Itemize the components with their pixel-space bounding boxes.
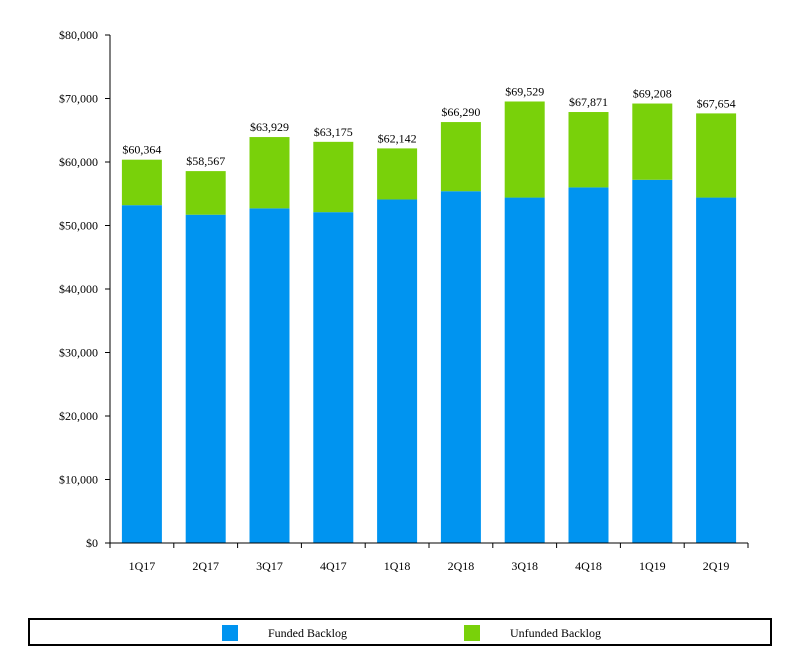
bar-total-label: $67,871	[569, 95, 608, 109]
legend-swatch-unfunded	[464, 625, 480, 641]
bar-segment-funded	[313, 212, 354, 544]
bar-total-label: $63,929	[250, 120, 289, 134]
bar-total-label: $67,654	[697, 96, 736, 110]
y-tick-label: $60,000	[59, 155, 98, 169]
bar-total-label: $69,208	[633, 87, 672, 101]
bar-segment-unfunded	[440, 122, 481, 192]
bar-total-label: $66,290	[441, 105, 480, 119]
y-tick-label: $0	[86, 536, 98, 550]
bar-total-label: $63,175	[314, 125, 353, 139]
legend-label-unfunded: Unfunded Backlog	[510, 625, 601, 640]
y-axis: $0 $10,000 $20,000 $30,000 $40,000 $50,000 $60…	[59, 28, 111, 550]
x-category-label: 1Q19	[639, 559, 666, 573]
x-category-label: 2Q18	[448, 559, 475, 573]
x-category-label: 1Q18	[384, 559, 411, 573]
bar-segment-funded	[632, 179, 673, 543]
bar-segment-unfunded	[313, 141, 354, 213]
bar-segment-funded	[377, 199, 418, 543]
y-tick-label: $10,000	[59, 473, 98, 487]
bar-segment-unfunded	[504, 101, 545, 198]
y-tick-label: $80,000	[59, 28, 98, 42]
bar-segment-funded	[440, 191, 481, 543]
legend-item-unfunded: Unfunded Backlog	[464, 625, 601, 641]
y-tick-label: $20,000	[59, 409, 98, 423]
bar-segment-funded	[568, 187, 609, 543]
bars: $60,364 $58,567 $63,929 $63,175 $62,142 $66,2…	[121, 84, 737, 544]
legend-item-funded: Funded Backlog	[222, 625, 347, 641]
bar-total-label: $60,364	[122, 143, 161, 157]
bar-segment-unfunded	[568, 112, 609, 188]
legend-swatch-funded	[222, 625, 238, 641]
x-axis: 1Q17 2Q17 3Q17 4Q17 1Q18 2Q18 3Q18 4Q18 1Q19 2Q19	[109, 542, 749, 573]
y-tick-label: $30,000	[59, 346, 98, 360]
y-tick-label: $70,000	[59, 92, 98, 106]
bar-segment-unfunded	[377, 148, 418, 200]
y-tick-label: $50,000	[59, 219, 98, 233]
bar-segment-unfunded	[632, 103, 673, 180]
x-category-label: 2Q17	[192, 559, 219, 573]
chart-legend: Funded Backlog Unfunded Backlog	[28, 618, 772, 646]
bar-segment-unfunded	[249, 137, 290, 209]
bar-total-label: $69,529	[505, 84, 544, 98]
bar-segment-unfunded	[696, 113, 737, 198]
bar-segment-unfunded	[185, 171, 226, 215]
backlog-bar-chart: $0 $10,000 $20,000 $30,000 $40,000 $50,000 $60…	[59, 28, 749, 573]
bar-segment-funded	[249, 208, 290, 544]
bar-segment-unfunded	[121, 159, 162, 206]
x-category-label: 1Q17	[129, 559, 156, 573]
x-category-label: 2Q19	[703, 559, 730, 573]
x-category-label: 3Q17	[256, 559, 283, 573]
bar-segment-funded	[696, 197, 737, 543]
bar-total-label: $58,567	[186, 154, 225, 168]
x-category-label: 4Q17	[320, 559, 347, 573]
y-tick-label: $40,000	[59, 282, 98, 296]
x-category-label: 4Q18	[575, 559, 602, 573]
legend-label-funded: Funded Backlog	[268, 625, 347, 640]
x-category-label: 3Q18	[511, 559, 538, 573]
bar-segment-funded	[504, 197, 545, 543]
bar-segment-funded	[121, 205, 162, 543]
bar-segment-funded	[185, 214, 226, 543]
bar-total-label: $62,142	[378, 131, 417, 145]
